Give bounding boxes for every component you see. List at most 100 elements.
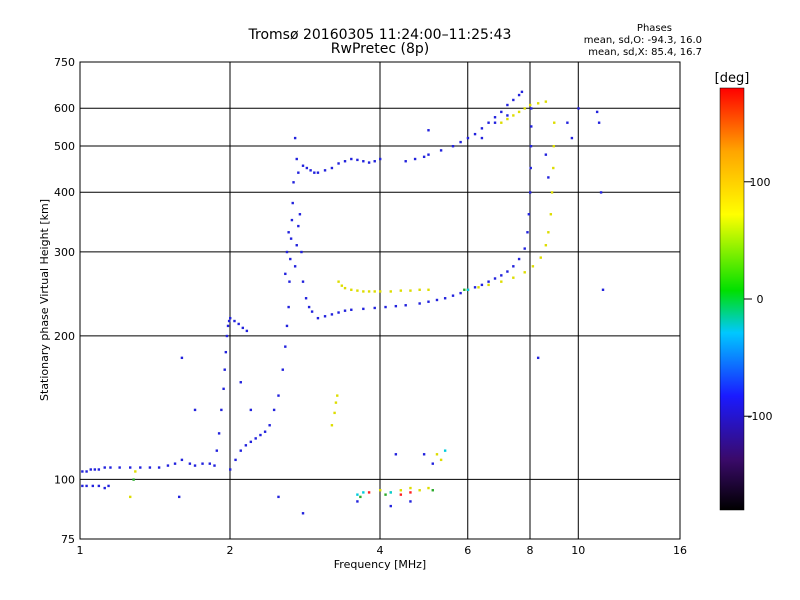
echo-point xyxy=(597,121,601,124)
echo-point xyxy=(284,345,287,348)
echo-point xyxy=(523,247,526,250)
echo-point xyxy=(97,484,101,488)
echo-point xyxy=(552,166,555,170)
echo-point xyxy=(399,493,403,496)
chart-title-line1: Tromsø 20160305 11:24:00–11:25:43 xyxy=(248,27,512,43)
echo-point xyxy=(129,495,132,499)
echo-point xyxy=(399,489,403,492)
echo-point xyxy=(289,257,292,261)
echo-point xyxy=(500,110,503,114)
echo-point xyxy=(301,512,305,515)
echo-point xyxy=(293,265,297,268)
echo-point xyxy=(539,256,542,259)
echo-point xyxy=(268,424,271,427)
echo-point xyxy=(356,158,359,162)
echo-point xyxy=(304,297,308,300)
echo-point xyxy=(217,432,221,435)
echo-point xyxy=(281,368,284,371)
phase-info-o: mean, sd,O: -94.3, 16.0 xyxy=(583,35,702,46)
echo-point xyxy=(103,466,106,469)
echo-point xyxy=(520,90,524,94)
echo-point xyxy=(466,136,470,140)
echo-point xyxy=(180,356,184,360)
echo-point xyxy=(291,201,294,205)
y-tick-label: 100 xyxy=(54,473,75,486)
echo-point xyxy=(225,334,229,338)
echo-point xyxy=(373,306,376,310)
colorbar-ticks: 100 0 -100 xyxy=(744,176,772,423)
echo-point xyxy=(512,114,515,117)
echo-point xyxy=(336,394,339,397)
echo-point xyxy=(148,466,152,469)
echo-point xyxy=(337,311,340,314)
echo-point xyxy=(300,250,303,254)
echo-point xyxy=(493,121,497,124)
echo-point xyxy=(107,484,110,488)
echo-point xyxy=(418,302,421,305)
echo-point xyxy=(547,231,550,234)
y-axis-label: Stationary phase Virtual Height [km] xyxy=(38,199,51,401)
echo-point xyxy=(418,489,421,492)
echo-point xyxy=(239,381,242,384)
echo-point xyxy=(359,495,362,499)
echo-point xyxy=(330,166,334,170)
echo-point xyxy=(384,493,387,496)
echo-point xyxy=(337,280,340,283)
echo-point xyxy=(427,300,430,303)
echo-point xyxy=(263,430,267,433)
echo-point xyxy=(487,121,490,124)
echo-point xyxy=(227,319,231,323)
echo-point xyxy=(544,244,548,247)
y-tick-label: 75 xyxy=(61,533,75,546)
echo-point xyxy=(500,121,503,124)
colorbar-label: [deg] xyxy=(715,71,750,86)
echo-point xyxy=(500,280,503,283)
echo-point xyxy=(473,132,477,136)
echo-point xyxy=(413,157,417,161)
echo-point xyxy=(134,470,137,473)
echo-point xyxy=(362,160,365,163)
echo-point xyxy=(310,310,314,313)
echo-point xyxy=(350,308,353,311)
echo-point xyxy=(289,237,293,240)
echo-point xyxy=(244,444,248,447)
echo-point xyxy=(316,171,320,174)
phase-info: Phases mean, sd,O: -94.3, 16.0 mean, sd,… xyxy=(584,23,702,59)
y-tick-label: 600 xyxy=(54,102,75,115)
echo-point xyxy=(330,424,334,427)
echo-point xyxy=(487,283,490,287)
echo-point xyxy=(529,191,532,194)
echo-point xyxy=(443,297,447,300)
echo-point xyxy=(473,286,477,289)
echo-point xyxy=(529,144,533,148)
echo-point xyxy=(241,326,245,330)
echo-point xyxy=(373,290,376,293)
echo-point xyxy=(394,304,398,308)
echo-point xyxy=(249,440,253,444)
echo-point xyxy=(431,462,434,465)
x-tick-labels: 1 2 4 6 8 10 16 xyxy=(77,544,688,557)
echo-point xyxy=(431,489,434,492)
echo-point xyxy=(595,110,599,114)
echo-point xyxy=(409,289,412,292)
echo-point xyxy=(487,280,490,283)
echo-point xyxy=(188,462,192,465)
echo-point xyxy=(506,114,509,117)
echo-point xyxy=(180,458,184,462)
echo-point xyxy=(224,350,228,354)
grid-lines xyxy=(80,62,680,539)
echo-point xyxy=(81,470,84,473)
echo-point xyxy=(427,288,430,291)
chart-title-line2: RwPretec (8p) xyxy=(330,41,430,57)
echo-point xyxy=(272,408,276,412)
echo-point xyxy=(526,231,529,234)
echo-point xyxy=(530,107,533,110)
echo-point xyxy=(512,98,515,102)
echo-point xyxy=(362,307,365,311)
echo-point xyxy=(373,160,376,163)
echo-point xyxy=(193,464,197,467)
echo-point xyxy=(439,149,443,152)
x-tick-label: 16 xyxy=(673,544,687,557)
echo-point xyxy=(512,276,515,279)
